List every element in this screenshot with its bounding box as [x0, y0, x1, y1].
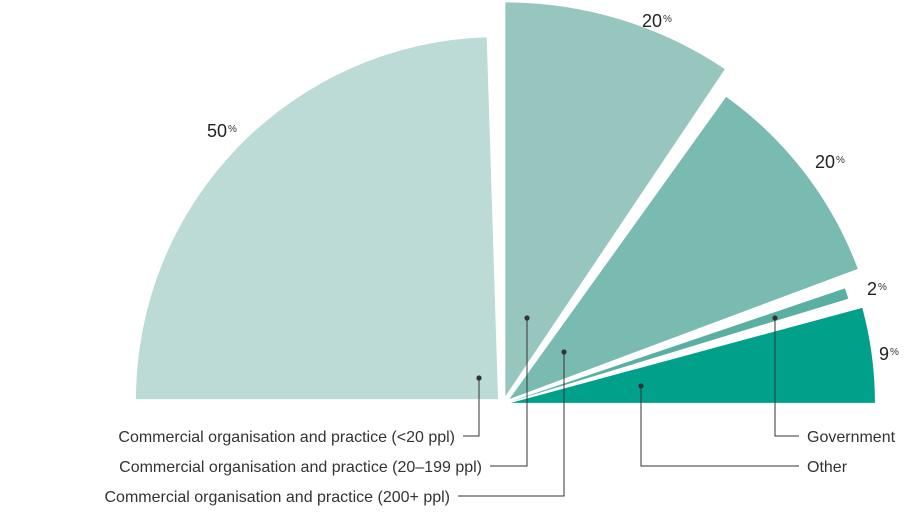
legend-leader-dot — [561, 349, 567, 355]
legend-leader-dot — [772, 315, 778, 321]
legend-leader-line — [458, 352, 565, 497]
slices-group — [136, 2, 875, 403]
slice-percent-label: 9% — [879, 344, 899, 364]
slice-percent-label: 20% — [642, 11, 672, 31]
percent-sign: % — [836, 155, 845, 166]
pie-slice — [510, 288, 849, 402]
legend-leader-dot — [638, 383, 644, 389]
percent-sign: % — [878, 282, 887, 293]
percent-sign: % — [663, 14, 672, 25]
pie-slice — [510, 307, 875, 403]
legend-leader-line — [490, 318, 528, 467]
pie-slice — [136, 37, 499, 400]
legend-leader-line — [463, 378, 480, 437]
slice-percent-label: 20% — [815, 152, 845, 172]
percent-sign: % — [890, 347, 899, 358]
slice-percent-label: 2% — [867, 279, 887, 299]
percent-sign: % — [228, 124, 237, 135]
pie-slice — [509, 96, 858, 400]
legend-label: Commercial organisation and practice (20… — [104, 489, 450, 506]
pie-slice — [505, 2, 725, 397]
legend-label: Commercial organisation and practice (<2… — [118, 429, 455, 446]
legend-leader-line — [774, 318, 799, 437]
legend-leaders-group: Commercial organisation and practice (<2… — [104, 315, 896, 506]
legend-label: Other — [807, 459, 848, 476]
legend-label: Government — [807, 429, 896, 446]
legend-leader-dot — [524, 315, 530, 321]
legend-leader-line — [640, 386, 799, 467]
legend-label: Commercial organisation and practice (20… — [119, 459, 482, 476]
slice-percent-label: 50% — [207, 121, 237, 141]
legend-leader-dot — [476, 375, 482, 381]
